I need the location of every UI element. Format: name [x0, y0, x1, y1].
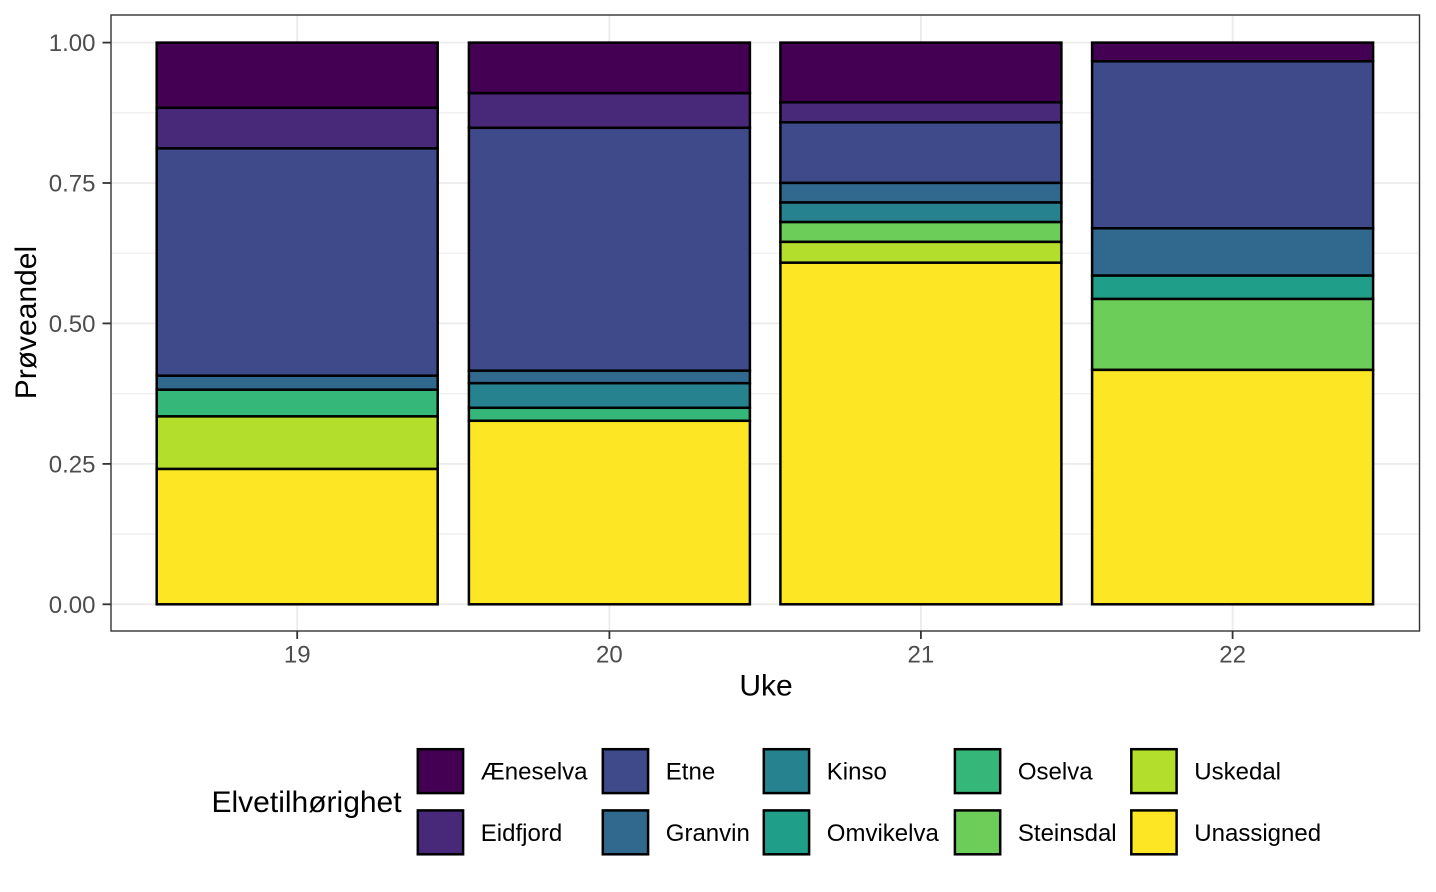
svg-text:20: 20: [596, 642, 623, 669]
svg-text:Elvetilhørighet: Elvetilhørighet: [212, 786, 403, 819]
svg-text:1.00: 1.00: [49, 30, 96, 57]
svg-text:Granvin: Granvin: [666, 820, 750, 847]
svg-text:22: 22: [1219, 642, 1246, 669]
svg-text:Uskedal: Uskedal: [1194, 759, 1281, 786]
svg-text:0.75: 0.75: [49, 171, 96, 198]
svg-text:Prøveandel: Prøveandel: [10, 246, 43, 399]
svg-text:0.25: 0.25: [49, 451, 96, 478]
svg-text:Etne: Etne: [666, 759, 715, 786]
svg-text:21: 21: [908, 642, 935, 669]
svg-text:Uke: Uke: [739, 670, 792, 703]
svg-text:0.00: 0.00: [49, 592, 96, 619]
svg-text:Omvikelva: Omvikelva: [827, 820, 940, 847]
svg-text:Unassigned: Unassigned: [1194, 820, 1321, 847]
svg-text:Æneselva: Æneselva: [481, 759, 588, 786]
svg-text:Kinso: Kinso: [827, 759, 887, 786]
svg-text:Eidfjord: Eidfjord: [481, 820, 562, 847]
svg-text:Steinsdal: Steinsdal: [1018, 820, 1117, 847]
svg-text:19: 19: [284, 642, 311, 669]
svg-text:0.50: 0.50: [49, 311, 96, 338]
svg-text:Oselva: Oselva: [1018, 759, 1093, 786]
